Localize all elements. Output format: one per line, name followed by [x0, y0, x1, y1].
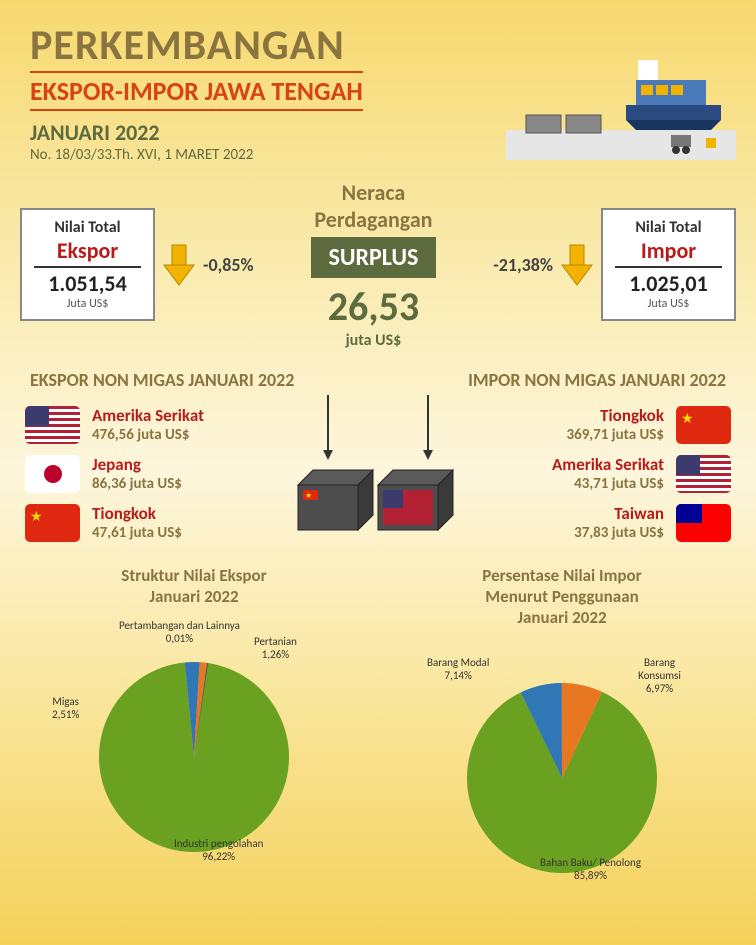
country-item: Amerika Serikat476,56 juta US$ [25, 405, 268, 444]
export-countries-list: Amerika Serikat476,56 juta US$ Jepang86,3… [25, 395, 268, 555]
country-name: Taiwan [574, 503, 664, 524]
arrow-down-icon [557, 240, 597, 290]
export-total-box: Nilai Total Ekspor 1.051,54 Juta US$ [20, 208, 155, 321]
country-name: Amerika Serikat [92, 405, 204, 426]
import-unit: Juta US$ [615, 297, 722, 311]
country-value: 86,36 juta US$ [92, 475, 182, 493]
trade-balance-block: Neraca Perdagangan SURPLUS 26,53 juta US… [254, 179, 494, 350]
balance-title1: Neraca [254, 179, 494, 206]
export-label1: Nilai Total [34, 218, 141, 237]
country-value: 47,61 juta US$ [92, 524, 182, 542]
surplus-unit: juta US$ [254, 331, 494, 350]
country-name: Amerika Serikat [552, 454, 664, 475]
crane-containers-icon: ★ [288, 395, 468, 555]
subtitle-banner: EKSPOR-IMPOR JAWA TENGAH [30, 71, 363, 111]
export-nonmigas-header: EKSPOR NON MIGAS JANUARI 2022 [0, 355, 324, 395]
pie-label: Barang Konsumsi6,97% [627, 656, 692, 696]
country-item: Jepang86,36 juta US$ [25, 454, 268, 493]
import-label2: Impor [615, 237, 722, 268]
flag-cn-icon [25, 504, 80, 542]
flag-us-icon [676, 455, 731, 493]
surplus-badge: SURPLUS [311, 237, 437, 278]
import-countries-list: Tiongkok369,71 juta US$ Amerika Serikat43… [488, 395, 731, 555]
pie-label: Barang Modal7,14% [427, 656, 489, 682]
flag-tw-icon [676, 504, 731, 542]
import-label1: Nilai Total [615, 218, 722, 237]
import-nonmigas-header: IMPOR NON MIGAS JANUARI 2022 [438, 355, 756, 395]
arrow-down-icon [159, 240, 199, 290]
balance-title2: Perdagangan [254, 206, 494, 233]
export-value: 1.051,54 [34, 270, 141, 297]
import-value: 1.025,01 [615, 270, 722, 297]
import-chart-title: Persentase Nilai ImporMenurut Penggunaan… [388, 565, 736, 628]
country-value: 369,71 juta US$ [567, 426, 665, 444]
country-value: 43,71 juta US$ [552, 475, 664, 493]
pie-label: Industri pengolahan96,22% [174, 837, 263, 863]
flag-cn-icon [676, 406, 731, 444]
pie-label: Pertambangan dan Lainnya0,01% [119, 619, 240, 645]
country-value: 476,56 juta US$ [92, 426, 204, 444]
country-item: Amerika Serikat43,71 juta US$ [488, 454, 731, 493]
pie-label: Pertanian1,26% [254, 635, 297, 661]
country-name: Tiongkok [567, 405, 665, 426]
export-chart-title: Struktur Nilai EksporJanuari 2022 [20, 565, 368, 607]
country-value: 37,83 juta US$ [574, 524, 664, 542]
country-name: Jepang [92, 454, 182, 475]
surplus-value: 26,53 [254, 282, 494, 331]
country-item: Taiwan37,83 juta US$ [488, 503, 731, 542]
flag-us-icon [25, 406, 80, 444]
flag-jp-icon [25, 455, 80, 493]
export-change: -0,85% [203, 254, 254, 276]
pie-label: Bahan Baku/ Penolong85,89% [540, 856, 641, 882]
svg-text:★: ★ [305, 491, 312, 501]
port-illustration [506, 30, 736, 160]
country-name: Tiongkok [92, 503, 182, 524]
country-item: Tiongkok369,71 juta US$ [488, 405, 731, 444]
country-item: Tiongkok47,61 juta US$ [25, 503, 268, 542]
export-unit: Juta US$ [34, 297, 141, 311]
pie-label: Migas2,51% [52, 695, 79, 721]
import-change: -21,38% [493, 254, 553, 276]
import-pie-chart: Bahan Baku/ Penolong85,89%Barang Modal7,… [432, 638, 692, 898]
export-label2: Ekspor [34, 237, 141, 268]
export-pie-chart: Industri pengolahan96,22%Migas2,51%Perta… [64, 617, 324, 877]
import-total-box: Nilai Total Impor 1.025,01 Juta US$ [601, 208, 736, 321]
